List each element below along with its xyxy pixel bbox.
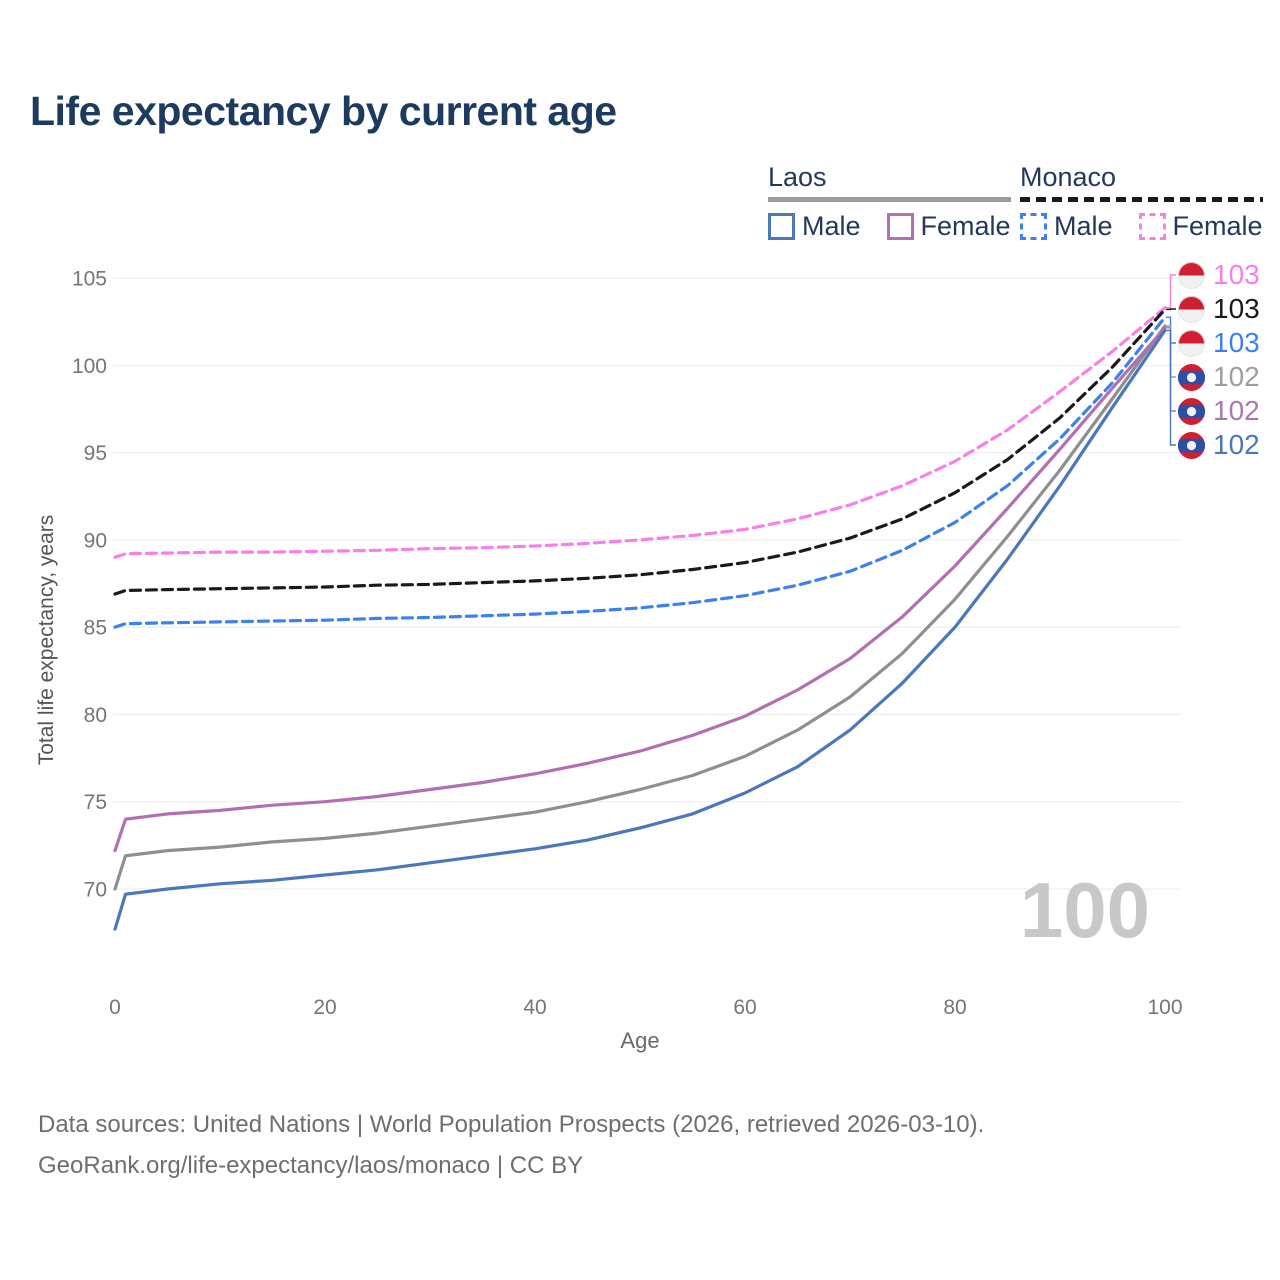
y-tick-label: 75 xyxy=(84,791,107,814)
x-axis-title: Age xyxy=(620,1028,660,1053)
legend-item-monaco-female[interactable]: Female xyxy=(1138,211,1263,242)
y-tick-label: 80 xyxy=(84,704,107,727)
legend-item-laos-male[interactable]: Male xyxy=(768,211,861,242)
y-tick-label: 90 xyxy=(84,529,107,552)
y-tick-label: 105 xyxy=(72,268,107,291)
y-tick-label: 100 xyxy=(72,355,107,378)
legend-group-laos: Laos Male Female xyxy=(768,162,1011,242)
series-line-laos xyxy=(113,324,1167,891)
x-tick-label: 80 xyxy=(943,996,966,1019)
legend-item-laos-female[interactable]: Female xyxy=(886,211,1011,242)
series-line-monaco xyxy=(113,307,1167,596)
laos-female-swatch-icon xyxy=(886,213,914,240)
end-label-connector xyxy=(1166,329,1176,446)
legend-item-label: Female xyxy=(920,211,1011,241)
x-tick-label: 20 xyxy=(313,996,336,1019)
legend-item-label: Male xyxy=(802,211,861,241)
monaco-male-swatch-icon xyxy=(1020,213,1047,240)
legend-items-monaco: Male Female xyxy=(1020,211,1263,242)
x-tick-label: 100 xyxy=(1147,996,1182,1019)
legend-item-monaco-male[interactable]: Male xyxy=(1020,211,1113,242)
x-tick-label: 40 xyxy=(523,996,546,1019)
series-line-laos-female xyxy=(113,326,1167,853)
y-tick-label: 95 xyxy=(84,442,107,465)
series-line-monaco-male xyxy=(113,315,1167,629)
legend-item-label: Male xyxy=(1054,211,1113,241)
legend-country-label-laos: Laos xyxy=(768,162,827,192)
y-tick-label: 70 xyxy=(84,879,107,902)
legend-underline-monaco xyxy=(1020,197,1263,202)
legend-country-label-monaco: Monaco xyxy=(1020,162,1117,192)
data-source-footer: Data sources: United Nations | World Pop… xyxy=(38,1104,984,1186)
x-tick-label: 60 xyxy=(733,996,756,1019)
legend-items-laos: Male Female xyxy=(768,211,1011,242)
end-label-connector xyxy=(1166,274,1176,309)
legend-item-label: Female xyxy=(1172,211,1263,241)
footer-attribution-line: GeoRank.org/life-expectancy/laos/monaco … xyxy=(38,1152,584,1179)
footer-source-line: Data sources: United Nations | World Pop… xyxy=(38,1111,985,1138)
y-axis-title: Total life expectancy, years xyxy=(35,514,58,766)
legend-underline-laos xyxy=(768,197,1011,202)
y-tick-label: 85 xyxy=(84,617,107,640)
x-tick-label: 0 xyxy=(109,996,121,1019)
laos-male-swatch-icon xyxy=(768,213,795,240)
legend-group-monaco: Monaco Male Female xyxy=(1020,162,1263,242)
series-line-monaco-female xyxy=(113,306,1167,559)
monaco-female-swatch-icon xyxy=(1138,213,1166,240)
page-title: Life expectancy by current age xyxy=(30,88,617,134)
series-line-laos-male xyxy=(113,328,1167,931)
age-counter-watermark: 100 xyxy=(1019,866,1150,954)
